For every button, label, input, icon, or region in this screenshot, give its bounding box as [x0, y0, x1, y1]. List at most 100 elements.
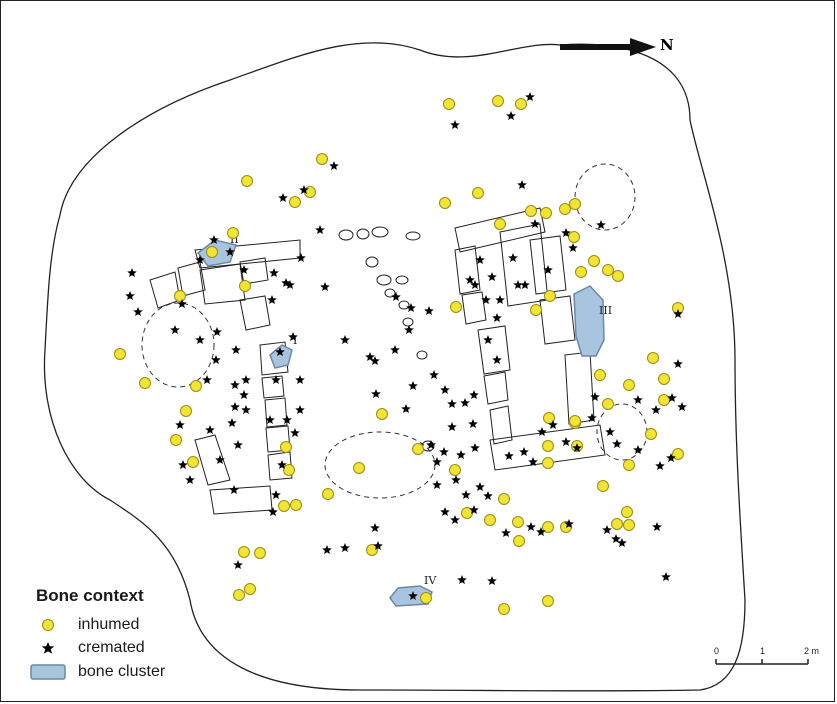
site-outline [43, 42, 746, 692]
cremated-marker [525, 92, 535, 101]
scale-tick-1: 1 [760, 646, 766, 656]
cremated-marker [504, 451, 514, 460]
cremated-marker [451, 475, 461, 484]
inhumed-marker [658, 373, 670, 385]
cremated-marker [275, 347, 285, 356]
cremated-marker [426, 440, 436, 449]
inhumed-marker [597, 480, 609, 492]
inhumed-marker [494, 218, 506, 230]
cremated-marker [371, 389, 381, 398]
cremated-marker [195, 255, 205, 264]
inhumed-marker [569, 415, 581, 427]
inhumed-marker [594, 369, 606, 381]
cremated-marker [285, 280, 295, 289]
cremated-marker [320, 282, 330, 291]
cremated-marker [572, 443, 582, 452]
cremated-marker [322, 545, 332, 554]
inhumed-marker [515, 98, 527, 110]
inhumed-marker [206, 246, 218, 258]
inhumed-marker [492, 95, 504, 107]
inhumed-marker [227, 227, 239, 239]
inhumed-marker [602, 264, 614, 276]
cremated-marker [673, 359, 683, 368]
scale-bar: 0 1 2 m [710, 646, 820, 686]
cremated-marker [568, 243, 578, 252]
cluster-label-II: II [230, 233, 239, 246]
cremated-marker [296, 253, 306, 262]
inhumed-marker [366, 544, 378, 556]
inhumed-markers [114, 95, 684, 615]
cremated-marker [209, 235, 219, 244]
legend-label-cremated: cremated [78, 639, 145, 656]
inhumed-marker [449, 464, 461, 476]
inhumed-marker [290, 499, 302, 511]
inhumed-marker [420, 592, 432, 604]
cremated-marker [271, 490, 281, 499]
cremated-marker [483, 335, 493, 344]
cremated-marker [370, 356, 380, 365]
cremated-marker [175, 420, 185, 429]
cremated-marker [587, 413, 597, 422]
inhumed-marker [512, 516, 524, 528]
cremated-marker [211, 355, 221, 364]
cremated-marker [170, 325, 180, 334]
legend-item-inhumed: inhumed [28, 614, 139, 636]
inhumed-marker [612, 270, 624, 282]
cremated-marker [432, 457, 442, 466]
inhumed-marker [621, 506, 633, 518]
inhumed-marker [542, 440, 554, 452]
cremated-marker [125, 291, 135, 300]
cremated-marker [457, 575, 467, 584]
north-arrow [560, 38, 656, 56]
cremated-marker [290, 428, 300, 437]
cremated-marker [450, 120, 460, 129]
inhumed-marker [542, 595, 554, 607]
cremated-marker [537, 427, 547, 436]
legend-label-inhumed: inhumed [78, 616, 140, 633]
inhumed-marker [174, 290, 186, 302]
cremated-marker [495, 295, 505, 304]
cremated-marker [277, 460, 287, 469]
cremated-marker [492, 355, 502, 364]
cremated-marker [673, 309, 683, 318]
cremated-marker [661, 572, 671, 581]
cremated-marker [487, 576, 497, 585]
cremated-marker [205, 425, 215, 434]
cremated-marker [230, 380, 240, 389]
cremated-marker [602, 525, 612, 534]
cremated-marker [481, 295, 491, 304]
inhumed-marker [170, 434, 182, 446]
cremated-marker [404, 325, 414, 334]
stones-middle [338, 226, 435, 452]
cremated-marker [271, 375, 281, 384]
inhumed-marker [525, 205, 537, 217]
cremated-marker [230, 402, 240, 411]
cremated-marker [269, 268, 279, 277]
cremated-marker [424, 306, 434, 315]
cremated-marker [439, 447, 449, 456]
cremated-marker [133, 307, 143, 316]
bone-cluster-III [573, 285, 605, 357]
cremated-marker [633, 395, 643, 404]
scale-tick-0: 0 [714, 646, 720, 656]
legend-title: Bone context [36, 586, 144, 605]
cremated-marker [233, 440, 243, 449]
cremated-marker [268, 507, 278, 516]
cremated-marker [651, 405, 661, 414]
cluster-label-IV: IV [424, 574, 437, 587]
cremated-marker [195, 335, 205, 344]
cremated-marker [561, 437, 571, 446]
inhumed-marker [114, 348, 126, 360]
cremated-marker [536, 527, 546, 536]
inhumed-marker [412, 443, 424, 455]
cremated-marker [282, 415, 292, 424]
inhumed-marker [569, 198, 581, 210]
cremated-marker [288, 332, 298, 341]
cremated-marker [530, 219, 540, 228]
cremated-marker [177, 299, 187, 308]
cremated-marker [281, 278, 291, 287]
cremated-marker [468, 419, 478, 428]
cremated-marker [178, 460, 188, 469]
inhumed-marker [439, 197, 451, 209]
